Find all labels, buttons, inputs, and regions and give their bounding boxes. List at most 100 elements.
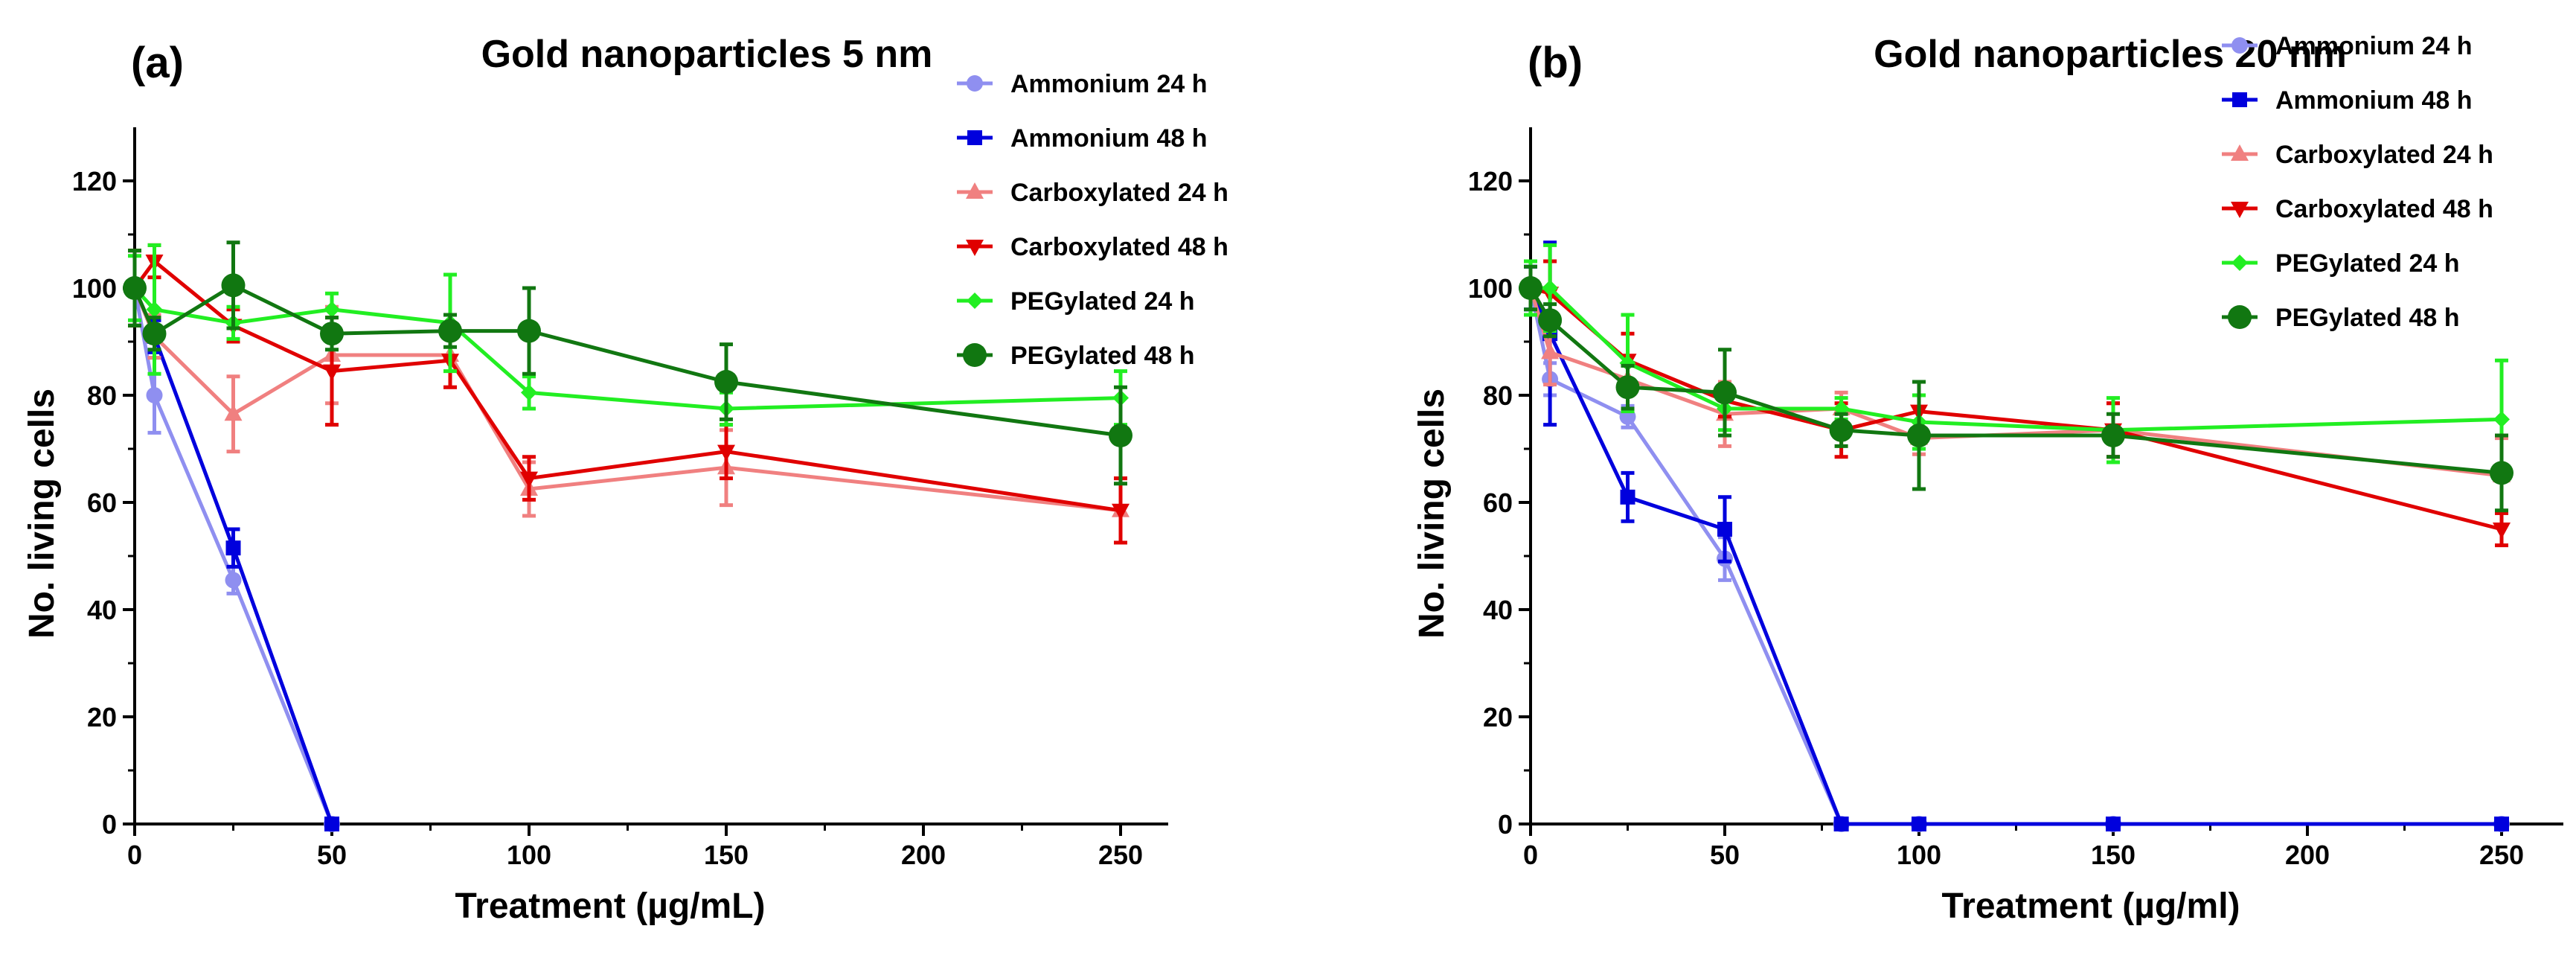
- x-axis-label: Treatment (µg/mL): [455, 887, 765, 926]
- data-point: [1538, 308, 1563, 333]
- series-line: [132, 258, 1121, 513]
- data-point: [438, 319, 462, 343]
- data-point: [1833, 817, 1849, 831]
- legend-label: Carboxylated 24 h: [1010, 179, 1228, 207]
- data-point: [517, 319, 541, 343]
- chart-title: Gold nanoparticles 20 nm: [1874, 33, 2347, 76]
- data-point: [1112, 503, 1130, 520]
- y-tick-label: 20: [87, 702, 117, 732]
- y-tick-label: 80: [87, 380, 117, 411]
- data-point: [1907, 424, 1931, 447]
- data-point: [1615, 375, 1640, 400]
- y-tick-label: 80: [1483, 380, 1513, 411]
- data-point: [1109, 424, 1132, 447]
- data-point: [1912, 817, 1926, 831]
- series-line: [132, 287, 1121, 513]
- legend-marker: [2228, 305, 2252, 329]
- legend-label: Carboxylated 48 h: [1010, 233, 1228, 261]
- data-point: [520, 471, 538, 488]
- y-tick-label: 40: [1483, 595, 1513, 625]
- x-tick-label: 0: [127, 840, 142, 870]
- data-point: [225, 572, 242, 589]
- series-ammonium-24-h: [1522, 264, 2510, 832]
- data-point: [2106, 817, 2121, 831]
- legend-marker: [966, 182, 984, 199]
- series-line: [133, 287, 1121, 411]
- legend-marker: [2231, 144, 2249, 161]
- data-point: [323, 364, 341, 381]
- data-point: [324, 301, 340, 318]
- legend-entry: Ammonium 48 h: [2222, 86, 2472, 115]
- y-axis-label: No. living cells: [1412, 389, 1452, 639]
- data-point: [1519, 276, 1542, 300]
- legend-label: Ammonium 48 h: [1010, 124, 1207, 153]
- panel-b: (b) Gold nanoparticles 20 nm 0 20 40 60 80 100 1…: [1412, 32, 2563, 926]
- x-tick-label: 150: [2091, 840, 2136, 870]
- series-line: [1531, 286, 2502, 432]
- data-point: [1542, 280, 1559, 296]
- legend-marker: [966, 240, 984, 256]
- data-point: [1713, 380, 1737, 405]
- data-point: [2101, 424, 2125, 447]
- legend-label: PEGylated 48 h: [2275, 304, 2460, 332]
- x-tick-label: 200: [2285, 840, 2330, 870]
- series-line: [132, 287, 334, 825]
- x-tick-label: 200: [901, 840, 946, 870]
- legend-entry: Ammonium 24 h: [957, 70, 1207, 98]
- y-tick-label: 100: [1468, 273, 1513, 304]
- series-pegylated-24-h: [1522, 243, 2510, 481]
- data-point: [2494, 817, 2509, 831]
- panel-label: (b): [1528, 39, 1583, 87]
- legend-marker: [2232, 92, 2247, 107]
- x-axis-label: Treatment (µg/ml): [1941, 887, 2240, 926]
- data-point: [225, 540, 241, 556]
- data-point: [714, 370, 738, 394]
- legend-label: Carboxylated 24 h: [2275, 141, 2493, 169]
- y-tick-label: 120: [72, 166, 117, 197]
- legend-entry: Carboxylated 48 h: [2222, 195, 2493, 223]
- data-point: [320, 322, 344, 346]
- data-point: [1829, 418, 1853, 442]
- legend-label: Ammonium 48 h: [2275, 86, 2472, 115]
- series-carboxylated-48-h: [126, 243, 1130, 545]
- legend-entry: PEGylated 24 h: [957, 287, 1195, 316]
- legend-marker: [2231, 202, 2249, 218]
- legend-entry: Ammonium 48 h: [957, 124, 1207, 153]
- legend-label: PEGylated 24 h: [1010, 287, 1195, 316]
- legend-entry: Carboxylated 48 h: [957, 233, 1228, 261]
- y-tick-label: 0: [1498, 809, 1513, 840]
- data-point: [2493, 523, 2511, 539]
- legend-marker: [967, 130, 982, 145]
- y-tick-label: 60: [87, 488, 117, 518]
- x-tick-label: 100: [1897, 840, 1941, 870]
- legend-entry: PEGylated 48 h: [957, 342, 1195, 370]
- legend-marker: [2231, 37, 2248, 54]
- chart-title: Gold nanoparticles 5 nm: [481, 33, 933, 76]
- x-tick-label: 0: [1523, 840, 1538, 870]
- data-point: [1717, 522, 1732, 537]
- panel-a: (a) Gold nanoparticles 5 nm 0 20 40 60 80 100 12…: [22, 33, 1228, 926]
- y-tick-label: 20: [1483, 702, 1513, 732]
- legend-marker: [2231, 255, 2248, 271]
- data-point: [521, 384, 537, 401]
- legend-entry: PEGylated 24 h: [2222, 249, 2460, 278]
- data-point: [717, 444, 735, 461]
- data-point: [2493, 411, 2510, 428]
- y-tick-label: 100: [72, 273, 117, 304]
- series-line: [1528, 287, 2502, 826]
- data-point: [1541, 342, 1560, 360]
- data-point: [221, 273, 246, 298]
- y-tick-label: 120: [1468, 166, 1513, 197]
- series-pegylated-48-h: [1519, 264, 2513, 513]
- data-point: [1620, 489, 1635, 505]
- legend-marker: [967, 75, 983, 92]
- x-tick-label: 150: [704, 840, 749, 870]
- legend-entry: Ammonium 24 h: [2222, 32, 2472, 60]
- legend-marker: [963, 343, 987, 367]
- y-tick-label: 40: [87, 595, 117, 625]
- x-tick-label: 250: [1098, 840, 1143, 870]
- series-line: [1528, 287, 2502, 475]
- panel-label: (a): [131, 39, 184, 87]
- series-pegylated-48-h: [123, 240, 1132, 486]
